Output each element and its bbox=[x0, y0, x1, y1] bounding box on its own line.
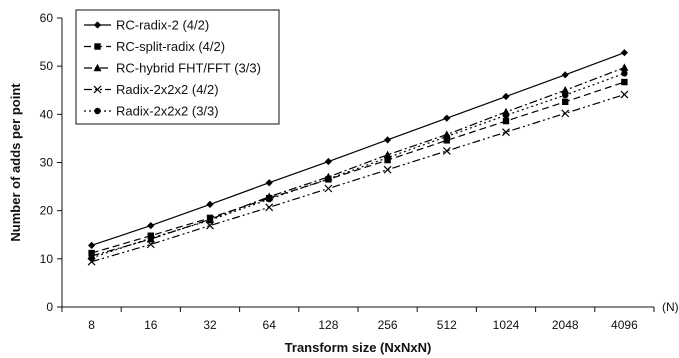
series-1 bbox=[88, 49, 628, 249]
series-point bbox=[620, 49, 628, 57]
series-point bbox=[324, 157, 332, 166]
y-tick-label: 40 bbox=[40, 107, 54, 121]
series-line bbox=[91, 67, 625, 257]
y-tick-label: 60 bbox=[40, 11, 54, 25]
x-tick-label: 512 bbox=[437, 318, 457, 332]
series-point bbox=[146, 240, 155, 249]
series-point-stroke bbox=[502, 128, 510, 137]
series-point bbox=[383, 165, 392, 174]
series-point bbox=[443, 137, 450, 144]
legend-marker bbox=[93, 63, 102, 72]
legend-marker-stroke bbox=[93, 85, 102, 94]
legend-item: Radix-2x2x2 (3/3) bbox=[84, 104, 219, 119]
series-point bbox=[266, 195, 273, 203]
series-point bbox=[265, 203, 274, 212]
series-5 bbox=[88, 70, 628, 262]
series-point-stroke bbox=[324, 184, 333, 193]
x-tick-label: 1024 bbox=[493, 318, 520, 332]
series-point-stroke bbox=[620, 90, 629, 99]
legend: RC-radix-2 (4/2) RC-split-radix (4/2) RC-h… bbox=[75, 9, 280, 125]
series-point bbox=[88, 241, 96, 249]
y-tick-label: 0 bbox=[46, 300, 53, 314]
series-point bbox=[206, 221, 214, 230]
y-tick-label: 50 bbox=[40, 59, 54, 73]
legend-item: RC-split-radix (4/2) bbox=[84, 39, 225, 54]
series-line bbox=[91, 52, 625, 246]
x-tick-label: 4096 bbox=[611, 318, 638, 332]
series-lines bbox=[87, 49, 629, 266]
x-axis-unit: (N) bbox=[662, 300, 679, 314]
series-point bbox=[621, 78, 628, 86]
legend-box bbox=[75, 9, 280, 125]
legend-marker bbox=[94, 43, 101, 50]
legend-label: Radix-2x2x2 (4/2) bbox=[116, 82, 219, 97]
y-tick-label: 30 bbox=[40, 156, 54, 170]
legend-marker bbox=[93, 85, 102, 94]
series-point bbox=[562, 91, 569, 99]
series-point bbox=[442, 147, 451, 155]
series-4 bbox=[87, 90, 629, 266]
x-tick-label: 128 bbox=[318, 318, 338, 332]
series-point bbox=[384, 136, 392, 144]
x-tick-label: 2048 bbox=[552, 318, 579, 332]
series-point bbox=[561, 86, 570, 94]
series-point-stroke bbox=[383, 165, 392, 174]
series-point bbox=[561, 109, 570, 118]
series-point bbox=[620, 63, 629, 71]
legend-marker bbox=[94, 107, 101, 115]
series-point bbox=[384, 154, 391, 161]
legend-item: Radix-2x2x2 (4/2) bbox=[84, 82, 219, 97]
series-point bbox=[443, 114, 451, 122]
series-point bbox=[502, 128, 510, 137]
series-point bbox=[502, 117, 510, 125]
x-axis-title: Transform size (NxNxN) bbox=[285, 340, 432, 355]
series-point bbox=[206, 217, 214, 224]
series-point-stroke bbox=[265, 203, 274, 212]
series-point bbox=[206, 200, 214, 209]
series-point bbox=[562, 98, 569, 106]
y-tick-label: 20 bbox=[40, 204, 54, 218]
legend-label: RC-radix-2 (4/2) bbox=[116, 18, 209, 33]
series-point bbox=[147, 221, 155, 230]
series-point-stroke bbox=[442, 147, 451, 155]
y-tick-label: 10 bbox=[40, 252, 54, 266]
legend-item: RC-radix-2 (4/2) bbox=[84, 18, 209, 33]
series-point bbox=[147, 234, 154, 242]
series-point-stroke bbox=[206, 221, 214, 230]
series-point bbox=[443, 133, 450, 140]
legend-label: Radix-2x2x2 (3/3) bbox=[116, 104, 219, 119]
series-point bbox=[324, 184, 333, 193]
series-point-stroke bbox=[561, 109, 570, 118]
legend-label: RC-hybrid FHT/FFT (3/3) bbox=[116, 61, 261, 76]
series-line bbox=[91, 94, 625, 263]
x-tick-label: 32 bbox=[203, 318, 217, 332]
series-point bbox=[620, 90, 629, 99]
x-tick-label: 64 bbox=[263, 318, 277, 332]
series-point bbox=[88, 254, 95, 262]
axes: 0 10 20 30 40 50 60 8 16 32 64 128 256 512 1024 2048 409… bbox=[8, 11, 679, 355]
legend-label: RC-split-radix (4/2) bbox=[116, 39, 225, 54]
series-line bbox=[91, 81, 625, 254]
legend-item: RC-hybrid FHT/FFT (3/3) bbox=[84, 61, 261, 76]
x-tick-label: 8 bbox=[88, 318, 95, 332]
series-point-stroke bbox=[146, 240, 155, 249]
series-point bbox=[621, 70, 628, 77]
x-tick-label: 16 bbox=[144, 318, 158, 332]
series-point bbox=[502, 92, 510, 101]
series-line bbox=[91, 72, 625, 259]
y-axis-title: Number of adds per point bbox=[8, 83, 23, 242]
series-point bbox=[561, 71, 569, 79]
series-point bbox=[265, 179, 273, 187]
series-point bbox=[502, 112, 510, 119]
x-tick-label: 256 bbox=[378, 318, 398, 332]
legend-marker bbox=[93, 21, 102, 29]
series-point bbox=[325, 175, 332, 183]
